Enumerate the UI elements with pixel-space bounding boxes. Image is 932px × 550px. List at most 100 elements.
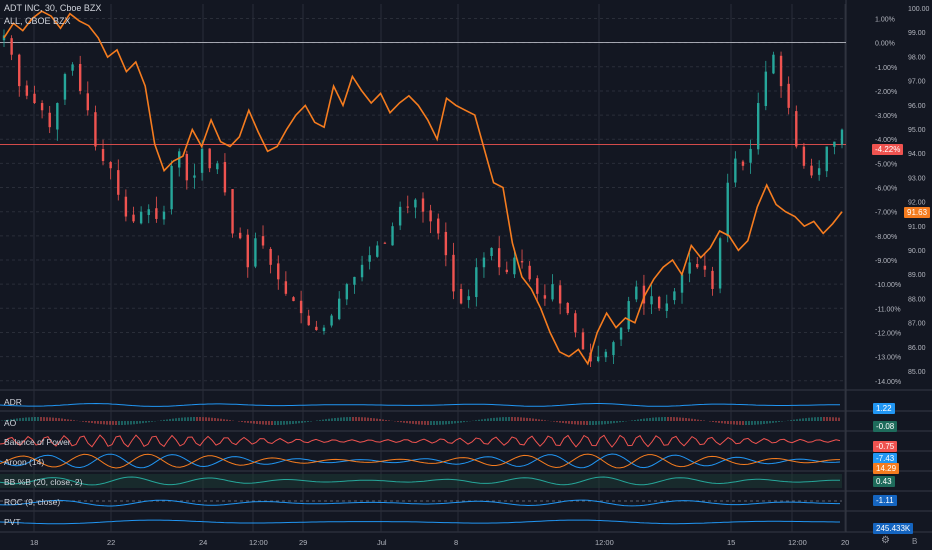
- candle-body: [741, 161, 745, 166]
- pane-title-bop[interactable]: Balance of Power: [4, 437, 71, 447]
- candle-body: [277, 263, 280, 280]
- compare-price-label: 91.63: [904, 207, 931, 218]
- candle-body: [505, 269, 508, 273]
- price-tick-label: 95.00: [908, 127, 926, 134]
- candle-body: [139, 211, 143, 224]
- percent-tick-label: -6.00%: [875, 186, 897, 193]
- candle-body: [574, 313, 577, 333]
- pane-title-adr[interactable]: ADR: [4, 397, 22, 407]
- candle-body: [581, 332, 585, 350]
- pane-title-ao[interactable]: AO: [4, 418, 17, 428]
- price-tick-label: 90.00: [908, 248, 926, 255]
- candle-body: [284, 281, 288, 294]
- candle-body: [33, 93, 36, 104]
- candle-body: [795, 111, 798, 147]
- candle-body: [383, 242, 387, 244]
- candle-body: [63, 74, 67, 100]
- candle-body: [817, 168, 821, 175]
- candle-body: [101, 149, 105, 161]
- pane-title-aroon[interactable]: Aroon (14): [4, 457, 45, 467]
- percent-tick-label: -7.00%: [875, 210, 897, 217]
- percent-tick-label: -14.00%: [875, 379, 901, 386]
- candle-body: [376, 245, 379, 257]
- candle-body: [642, 285, 646, 304]
- percent-tick-label: -10.00%: [875, 282, 901, 289]
- candle-body: [749, 148, 752, 163]
- candle-body: [528, 265, 531, 280]
- x-tick-label: 18: [30, 538, 38, 547]
- percent-tick-label: 0.00%: [875, 41, 895, 48]
- price-tick-label: 94.00: [908, 151, 926, 158]
- gear-icon[interactable]: ⚙: [881, 535, 890, 546]
- price-tick-label: 86.00: [908, 345, 926, 352]
- candle-body: [269, 248, 272, 265]
- x-tick-label: Jul: [377, 538, 387, 547]
- candle-body: [391, 226, 394, 246]
- candle-body: [238, 232, 242, 239]
- candle-body: [124, 196, 128, 217]
- candle-body: [772, 54, 775, 74]
- adr-line: [0, 402, 841, 407]
- log-scale-button[interactable]: B: [912, 537, 918, 546]
- pane-title-roc[interactable]: ROC (9, close): [4, 497, 61, 507]
- candle-body: [86, 93, 89, 111]
- candle-body: [619, 327, 623, 340]
- candle-body: [734, 158, 737, 183]
- percent-tick-label: -11.00%: [875, 306, 901, 313]
- candle-body: [94, 112, 97, 147]
- candle-body: [452, 254, 455, 292]
- price-tick-label: 97.00: [908, 79, 926, 86]
- candle-body: [254, 238, 257, 267]
- percent-tick-label: 1.00%: [875, 16, 895, 23]
- candle-body: [520, 261, 524, 263]
- candle-body: [368, 255, 371, 262]
- price-tick-label: 99.00: [908, 30, 926, 37]
- percent-tick-label: -8.00%: [875, 234, 897, 241]
- candle-body: [71, 64, 74, 71]
- candle-body: [597, 356, 600, 362]
- candle-body: [345, 284, 349, 300]
- roc-line: [0, 499, 840, 507]
- candle-body: [558, 285, 562, 304]
- price-tick-label: 96.00: [908, 103, 926, 110]
- candle-body: [696, 264, 699, 268]
- candle-body: [536, 278, 539, 294]
- candle-body: [193, 175, 196, 178]
- candle-body: [231, 189, 234, 234]
- candle-body: [132, 214, 135, 222]
- candle-body: [680, 274, 684, 293]
- candle-body: [25, 85, 29, 96]
- candle-body: [650, 296, 653, 305]
- candle-body: [444, 231, 448, 256]
- pane-value-aroon-2: -7.43: [873, 453, 898, 464]
- aroon-down-line: [0, 453, 840, 469]
- pane-value-roc: -1.11: [873, 495, 897, 506]
- candle-body: [726, 182, 729, 236]
- candle-body: [566, 302, 569, 314]
- candle-body: [40, 103, 44, 111]
- candle-body: [459, 289, 463, 304]
- candle-body: [117, 170, 120, 195]
- candle-body: [338, 298, 341, 320]
- candle-body: [437, 218, 440, 234]
- pane-value-bb: 0.43: [873, 476, 895, 487]
- pane-value-bop: -0.75: [873, 441, 898, 452]
- percent-tick-label: -12.00%: [875, 330, 901, 337]
- candle-body: [627, 301, 630, 330]
- candle-body: [208, 148, 211, 169]
- price-tick-label: 93.00: [908, 175, 926, 182]
- price-tick-label: 91.00: [908, 224, 926, 231]
- candle-body: [490, 247, 493, 256]
- pane-title-bb[interactable]: BB %B (20, close, 2): [4, 477, 83, 487]
- candle-body: [475, 267, 478, 298]
- candle-body: [779, 55, 783, 87]
- percent-tick-label: -2.00%: [875, 89, 897, 96]
- candle-body: [482, 257, 486, 268]
- candle-body: [688, 262, 691, 274]
- price-tick-label: 100.00: [908, 6, 930, 13]
- candle-body: [246, 234, 249, 268]
- compare-title: ALL, CBOE BZX: [4, 16, 71, 26]
- pane-title-pvt[interactable]: PVT: [4, 517, 21, 527]
